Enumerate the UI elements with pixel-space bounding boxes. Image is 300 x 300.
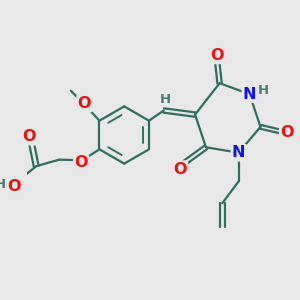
Text: N: N bbox=[243, 87, 256, 102]
Text: O: O bbox=[22, 129, 35, 144]
Text: O: O bbox=[280, 125, 294, 140]
Text: N: N bbox=[232, 145, 245, 160]
Text: H: H bbox=[258, 83, 269, 97]
Text: O: O bbox=[78, 96, 91, 111]
Text: O: O bbox=[74, 155, 88, 170]
Text: O: O bbox=[210, 48, 224, 63]
Text: O: O bbox=[173, 162, 187, 177]
Text: H: H bbox=[0, 178, 6, 191]
Text: H: H bbox=[160, 92, 171, 106]
Text: O: O bbox=[7, 179, 20, 194]
